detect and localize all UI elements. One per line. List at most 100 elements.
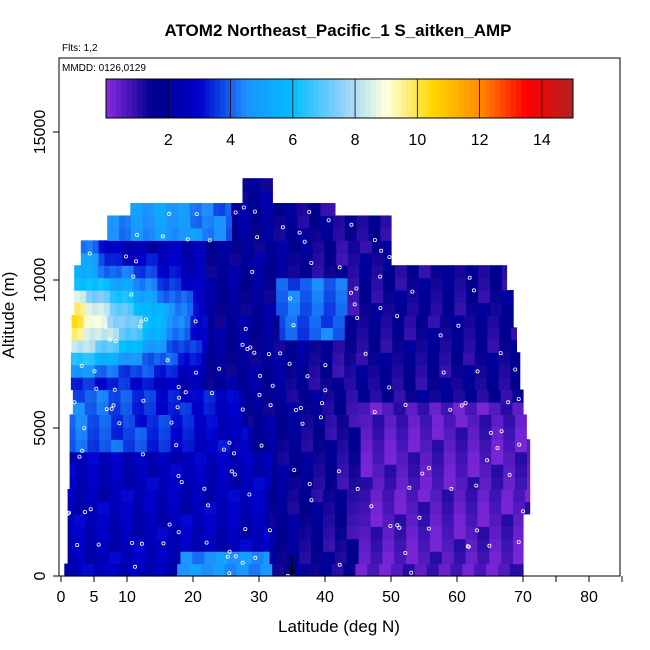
heatmap-cell	[150, 551, 158, 565]
sample-point	[291, 323, 296, 328]
heatmap-cell	[383, 277, 390, 291]
heatmap-cell	[302, 377, 310, 391]
heatmap-cell	[441, 538, 449, 552]
sample-point	[258, 373, 263, 378]
heatmap-cell	[461, 439, 469, 453]
heatmap-cell	[259, 451, 267, 465]
heatmap-cell	[202, 339, 209, 353]
heatmap-cell	[276, 277, 283, 291]
heatmap-cell	[69, 414, 77, 428]
heatmap-cell	[464, 389, 472, 403]
heatmap-cell	[460, 277, 467, 291]
heatmap-cell	[468, 352, 476, 366]
heatmap-cell	[503, 476, 510, 490]
sample-point	[109, 406, 114, 411]
heatmap-cell	[367, 352, 375, 366]
x-tick-label: 70	[514, 589, 532, 606]
heatmap-cell	[489, 513, 496, 527]
heatmap-cell	[402, 464, 409, 478]
heatmap-cell	[212, 439, 219, 453]
heatmap-cell	[201, 352, 209, 366]
heatmap-cell	[299, 526, 306, 540]
colorbar-swatch	[557, 79, 564, 118]
heatmap-cell	[73, 513, 81, 527]
heatmap-cell	[165, 377, 173, 391]
colorbar-swatch	[292, 79, 299, 118]
heatmap-cell	[368, 314, 376, 328]
heatmap-cell	[326, 215, 334, 229]
heatmap-cell	[372, 451, 380, 465]
heatmap-cell	[207, 364, 215, 378]
sample-point	[302, 239, 307, 244]
heatmap-cell	[374, 314, 382, 328]
heatmap-cell	[400, 265, 408, 279]
heatmap-cell	[260, 352, 268, 366]
heatmap-cell	[281, 501, 288, 515]
heatmap-cell	[356, 314, 364, 328]
heatmap-cell	[443, 439, 451, 453]
heatmap-cell	[328, 501, 336, 515]
heatmap-cell	[260, 190, 267, 204]
heatmap-cell	[515, 464, 522, 478]
heatmap-cell	[465, 488, 473, 503]
heatmap-cell	[322, 389, 329, 403]
heatmap-cell	[427, 327, 435, 341]
heatmap-cell	[150, 488, 158, 503]
heatmap-cell	[326, 203, 333, 217]
heatmap-cell	[257, 513, 265, 527]
heatmap-cell	[354, 252, 361, 266]
colorbar-swatch	[381, 79, 387, 118]
heatmap-cell	[115, 501, 122, 515]
heatmap-cell	[394, 302, 402, 316]
heatmap-cell	[391, 352, 399, 366]
heatmap-cell	[246, 290, 253, 304]
heatmap-cell	[237, 203, 244, 217]
sample-point	[241, 205, 246, 210]
heatmap-cell	[470, 389, 478, 403]
colorbar-swatch	[121, 79, 128, 118]
heatmap-cell	[372, 414, 380, 428]
heatmap-cell	[382, 538, 389, 552]
sample-point	[255, 235, 260, 240]
heatmap-cell	[163, 252, 171, 266]
heatmap-cell	[317, 513, 324, 527]
heatmap-cell	[171, 364, 179, 378]
heatmap-cell	[477, 501, 484, 515]
heatmap-cell	[465, 551, 473, 565]
heatmap-cell	[278, 203, 286, 217]
heatmap-cell	[86, 277, 93, 291]
heatmap-cell	[272, 203, 280, 217]
heatmap-cell	[329, 302, 337, 316]
heatmap-cell	[425, 464, 433, 478]
heatmap-cell	[505, 314, 512, 328]
colorbar-swatch	[225, 79, 232, 118]
heatmap-cell	[485, 464, 492, 478]
heatmap-cell	[358, 526, 366, 540]
heatmap-cell	[246, 265, 253, 279]
heatmap-cell	[328, 401, 335, 415]
colorbar-swatch	[272, 79, 278, 118]
heatmap-cell	[174, 501, 182, 515]
sample-point	[307, 209, 312, 214]
heatmap-cell	[511, 327, 517, 341]
heatmap-cell	[97, 526, 104, 540]
heatmap-cell	[479, 426, 486, 440]
heatmap-cell	[121, 513, 128, 527]
heatmap-cell	[511, 314, 514, 328]
heatmap-cell	[220, 327, 227, 341]
heatmap-cell	[449, 451, 457, 465]
heatmap-cell	[501, 551, 508, 565]
heatmap-cell	[76, 352, 84, 366]
heatmap-cell	[479, 476, 486, 490]
heatmap-cell	[352, 538, 360, 552]
heatmap-cell	[245, 501, 253, 515]
heatmap-cell	[130, 227, 138, 241]
sample-point	[485, 458, 490, 463]
heatmap-cell	[320, 377, 327, 391]
heatmap-cell	[370, 501, 378, 515]
heatmap-cell	[274, 401, 282, 415]
heatmap-cell	[501, 265, 508, 279]
x-axis-label: Latitude (deg N)	[278, 617, 400, 636]
heatmap-cell	[489, 501, 496, 515]
heatmap-cell	[400, 302, 408, 316]
